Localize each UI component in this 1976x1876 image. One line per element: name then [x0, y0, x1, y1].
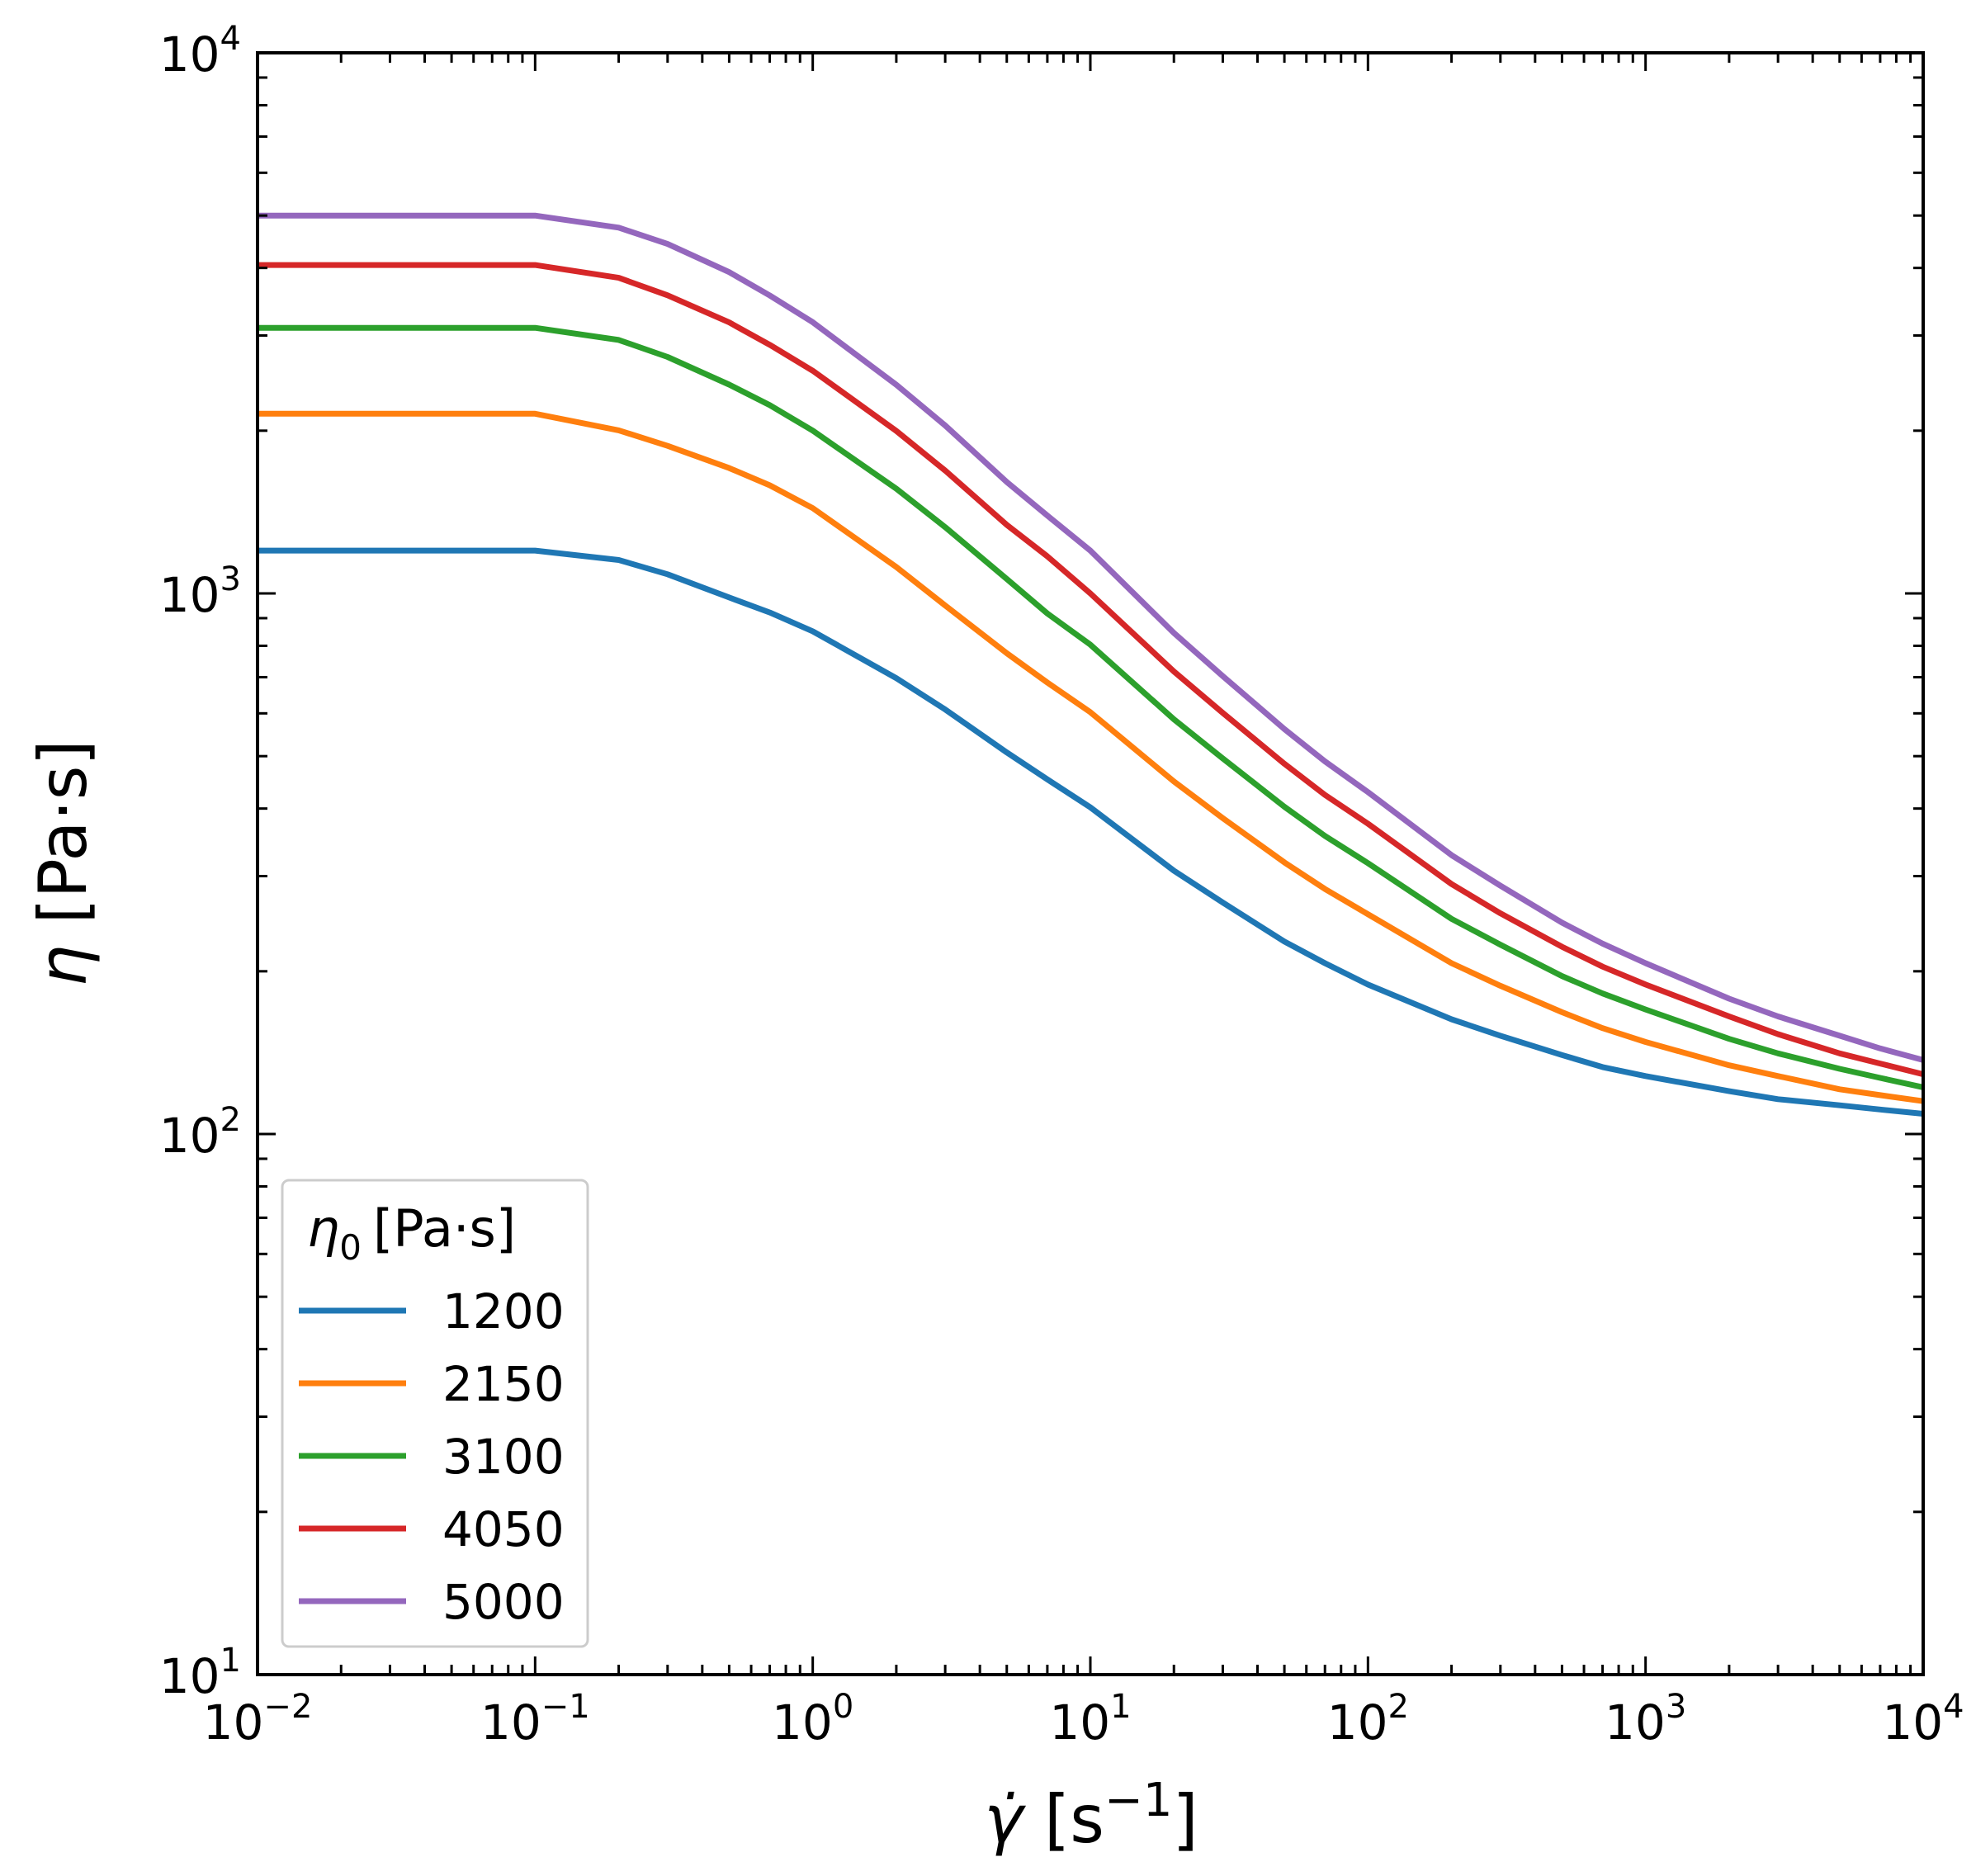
legend-label-1200: 1200 — [442, 1283, 565, 1340]
x-tick-label: 103 — [1605, 1688, 1686, 1751]
x-tick-label: 100 — [772, 1688, 853, 1751]
x-tick-label: 10−1 — [480, 1688, 590, 1751]
y-tick-labels: 101 102 103 104 — [159, 20, 241, 1704]
x-tick-label: 10−2 — [203, 1688, 313, 1751]
x-tick-labels: 10−2 10−1 100 101 102 103 104 — [203, 1688, 1964, 1751]
series-line-2150 — [258, 410, 1924, 1104]
y-tick-label: 102 — [159, 1101, 241, 1164]
legend-label-4050: 4050 — [442, 1501, 565, 1557]
x-tick-label: 104 — [1882, 1688, 1964, 1751]
plot-frame — [256, 51, 1925, 1676]
legend-label-2150: 2150 — [442, 1356, 565, 1412]
legend: η0 [Pa·s] 1200 2150 3100 4050 5000 — [281, 1179, 589, 1648]
y-axis-label: η [Pa·s] — [25, 740, 102, 986]
x-tick-label: 101 — [1049, 1688, 1131, 1751]
series-line-1200 — [258, 547, 1924, 1117]
series-line-4050 — [258, 262, 1924, 1077]
x-tick-label: 102 — [1327, 1688, 1409, 1751]
x-axis-label: γ̇ [s−1] — [984, 1774, 1198, 1858]
legend-entries: 1200 2150 3100 4050 5000 — [299, 1283, 565, 1630]
legend-title: η0 [Pa·s] — [307, 1198, 516, 1268]
y-tick-label: 104 — [159, 20, 241, 83]
legend-label-5000: 5000 — [442, 1574, 565, 1630]
y-tick-label: 103 — [159, 560, 241, 623]
legend-label-3100: 3100 — [442, 1429, 565, 1485]
series-layer — [258, 212, 1924, 1117]
y-tick-label: 101 — [159, 1642, 241, 1704]
series-line-5000 — [258, 212, 1924, 1063]
series-line-3100 — [258, 324, 1924, 1090]
